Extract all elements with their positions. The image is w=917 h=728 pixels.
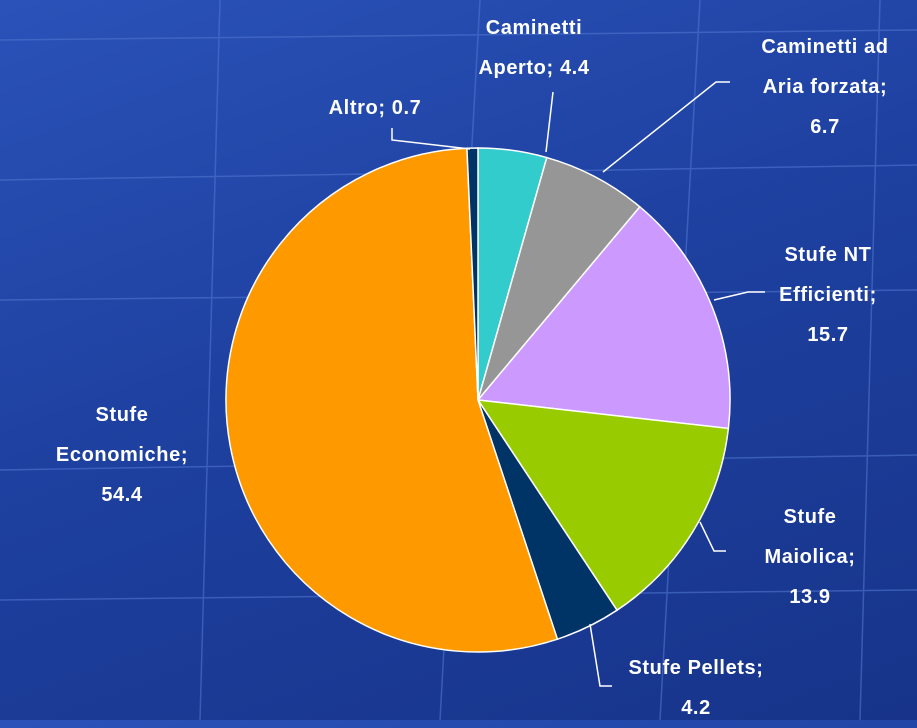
pie <box>225 147 731 653</box>
data-label: Caminetti Aperto; 4.4 <box>478 17 590 79</box>
data-label: Caminetti ad Aria forzata; 6.7 <box>761 36 889 138</box>
data-label: Stufe NT Efficienti; 15.7 <box>779 244 877 346</box>
pie-slice <box>476 205 731 430</box>
pie-slice <box>476 399 730 612</box>
data-label: Altro; 0.7 <box>328 97 422 119</box>
pie-slice <box>225 147 559 653</box>
pie-slice <box>477 156 641 401</box>
data-label: Stufe Maiolica; 13.9 <box>764 506 856 608</box>
data-label: Stufe Pellets; 4.2 <box>628 657 764 719</box>
data-label: Stufe Economiche; 54.4 <box>55 404 189 506</box>
leader-lines <box>391 81 765 687</box>
